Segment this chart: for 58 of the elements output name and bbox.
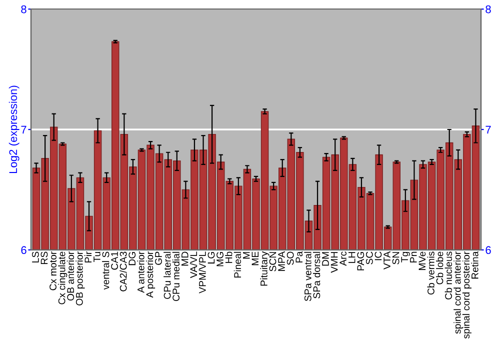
x-tick-label: Cb vermis [427,252,434,295]
x-tick-label: DG [128,252,136,266]
x-tick-label: SPa dorsal [312,252,320,298]
x-tick-label: Tg [401,252,410,262]
x-tick-label: MG [216,252,224,266]
x-tick-label: Pn [410,252,417,262]
x-tick-label: VMH [330,252,338,273]
x-tick-label: Pa [296,251,303,262]
x-tick-label: VPM/VPL [198,252,206,294]
x-tick-label: RS [40,252,48,264]
x-tick-label: Tu [94,252,100,262]
y-tick-label: 8 [21,5,26,14]
x-tick-label: Arc [340,252,346,266]
x-tick-label: Hb [225,252,232,263]
x-tick-label: OB anterior [66,251,74,301]
x-tick-label: Pineal [234,252,242,278]
x-tick-label: LG [208,252,215,264]
x-tick-label: LS [32,252,39,262]
x-tick-label: MPA [278,251,285,271]
x-tick-label: SCN [269,252,276,272]
x-tick-label: MVe [418,252,426,270]
x-tick-label: Cb nucleus [444,252,452,300]
x-tick-label: Cx cingulate [58,252,68,304]
x-tick-label: SPa ventral [304,252,312,302]
y2-tick-label: 8 [486,5,491,14]
y-axis-title: Log2 (expression) [8,86,20,174]
x-tick-label: A posterior [146,251,156,298]
y2-tick-label: 6 [486,246,491,254]
x-tick-label: IC [374,252,382,260]
x-tick-label: SC [366,252,373,264]
y2-tick-label: 7 [486,126,491,134]
x-tick-label: ME [252,252,259,266]
x-tick-label: Retina [471,251,478,279]
x-tick-label: PAG [357,252,364,270]
x-tick-label: OB posterior [76,251,85,306]
x-tick-label: CA1 [111,252,118,270]
x-tick-label: M [243,252,250,259]
x-tick-label: Pituitary [260,251,270,286]
x-tick-label: CA2/CA3 [120,252,127,292]
x-tick-label: Cb lobe [436,252,444,284]
x-tick-label: SN [392,252,400,264]
x-tick-label: CPu lateral [164,252,171,299]
x-tick-label: LH [348,252,356,263]
x-tick-label: GP [155,252,162,265]
x-tick-label: VA/VL [190,252,198,278]
x-tick-label: Cx motor [50,251,56,290]
x-tick-label: ventral S [102,252,110,290]
y-tick-label: 6 [21,246,26,254]
x-tick-label: spinal cord anterior [454,251,463,334]
x-tick-label: DM [322,252,329,266]
x-tick-label: CPu medial [172,252,180,302]
x-tick-label: A anterior [137,251,144,293]
y-tick-label: 7 [21,126,26,134]
x-tick-label: SO [286,252,294,265]
x-tick-label: VTA [384,251,390,270]
x-tick-label: spinal cord posterior [462,251,472,339]
x-tick-label: MD [182,252,188,266]
x-tick-label: Pir [84,251,92,262]
